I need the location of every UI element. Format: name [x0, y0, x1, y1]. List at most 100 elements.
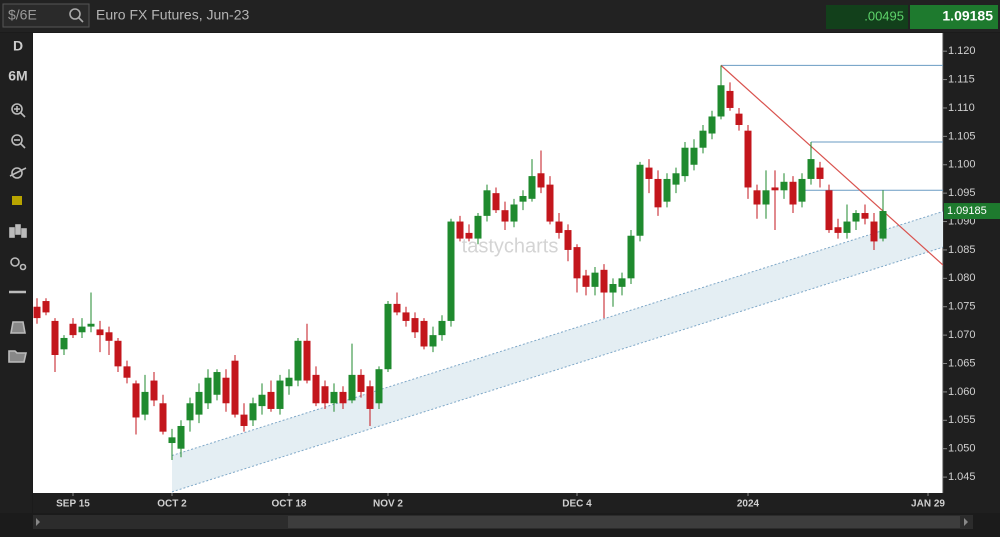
y-tick-label: 1.110 [948, 102, 975, 114]
candle-body [852, 213, 860, 222]
candle-body [861, 213, 869, 219]
settings[interactable] [10, 257, 27, 271]
candle-body [105, 332, 113, 341]
symbol-input[interactable] [2, 3, 90, 28]
y-tick-label: 1.050 [948, 443, 976, 455]
candle-body [546, 184, 554, 222]
candle-body [384, 303, 392, 370]
y-tick-label: 1.060 [948, 386, 976, 398]
x-tick-label: 2024 [737, 499, 760, 510]
candle-body [672, 173, 680, 185]
candle-body [78, 326, 86, 333]
candle-body [159, 403, 167, 432]
range-button[interactable]: 6M [8, 68, 27, 84]
candle-type[interactable] [9, 224, 27, 238]
candle-body [618, 278, 626, 287]
candle-body [807, 159, 815, 179]
candle-body [573, 247, 581, 279]
change-box [826, 5, 908, 29]
interval-button[interactable]: D [13, 38, 23, 54]
candle-body [294, 340, 302, 381]
last-price-box [944, 203, 1000, 220]
candle-body [726, 90, 734, 108]
candle-body [87, 323, 95, 327]
candle-body [708, 116, 716, 134]
scroll-left[interactable] [36, 518, 40, 526]
drawing-tool[interactable] [10, 321, 26, 334]
candle-body [564, 230, 572, 250]
candle-body [240, 414, 248, 426]
candle-body [168, 437, 176, 444]
candle-body [510, 204, 518, 222]
y-tick-label: 1.070 [948, 329, 976, 341]
candle-body [339, 391, 347, 404]
candle-body [834, 227, 842, 233]
candle-body [114, 340, 122, 367]
candle-body [816, 167, 824, 179]
candle-body [537, 173, 545, 188]
candle-body [492, 193, 500, 211]
candle-body [870, 221, 878, 242]
candle-body [591, 272, 599, 287]
x-tick-label: OCT 2 [157, 499, 187, 510]
candle-body [357, 374, 365, 392]
last-box [910, 5, 998, 29]
candle-body [258, 394, 266, 407]
scroll-thumb[interactable] [288, 516, 960, 528]
candle-body [744, 130, 752, 188]
time-axis [33, 493, 943, 513]
candle-body [690, 147, 698, 165]
channel-line [171, 210, 943, 456]
candle-body [330, 391, 338, 404]
candle-body [177, 425, 185, 449]
candle-body [276, 380, 284, 409]
zoom-out[interactable] [11, 134, 26, 149]
y-tick-label: 1.075 [948, 301, 976, 313]
candle-body [312, 374, 320, 404]
candle-body [96, 329, 104, 336]
candle-body [69, 323, 77, 336]
candle-body [222, 377, 230, 404]
trend-line [720, 64, 943, 266]
candle-body [879, 211, 887, 239]
candle-body [483, 190, 491, 216]
y-tick-label: 1.085 [948, 244, 976, 256]
candle-body [141, 391, 149, 415]
symbol: $/6E [8, 7, 37, 23]
candle-body [645, 167, 653, 179]
studies[interactable] [9, 167, 27, 179]
candle-body [33, 306, 41, 319]
y-tick-label: 1.095 [948, 187, 976, 199]
candle-body [150, 380, 158, 401]
candle-body [555, 221, 563, 233]
candle-body [753, 190, 761, 205]
candle-body [285, 377, 293, 387]
change: .00495 [864, 8, 904, 23]
candle-body [249, 403, 257, 421]
candle-body [843, 221, 851, 233]
candle-body [348, 374, 356, 401]
plot: tastycharts [33, 64, 943, 493]
candle-body [717, 85, 725, 117]
candle-body [771, 187, 779, 191]
price-axis [943, 33, 1000, 513]
y-tick-label: 1.105 [948, 130, 976, 142]
candle-body [42, 301, 50, 313]
indicator-icon[interactable] [12, 196, 22, 205]
channel-fill [172, 211, 943, 492]
x-tick-label: JAN 29 [911, 499, 945, 510]
open-folder[interactable] [8, 350, 27, 363]
candle-body [519, 195, 527, 202]
candle-body [636, 164, 644, 236]
y-tick-label: 1.045 [948, 471, 976, 483]
candle-body [204, 377, 212, 404]
scroll-right[interactable] [964, 518, 968, 526]
candle-body [699, 130, 707, 148]
candle-body [798, 178, 806, 202]
x-tick-label: DEC 4 [562, 499, 592, 510]
search-icon[interactable] [69, 8, 84, 23]
x-tick-label: NOV 2 [373, 499, 403, 510]
candle-body [609, 284, 617, 293]
zoom-in[interactable] [11, 103, 26, 118]
